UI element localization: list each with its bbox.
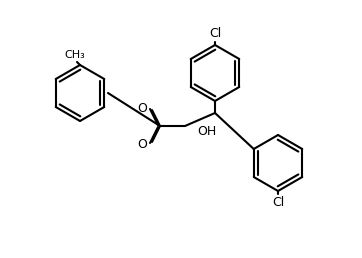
Text: OH: OH	[197, 125, 216, 138]
Text: Cl: Cl	[272, 196, 284, 209]
Text: O: O	[137, 101, 147, 115]
Text: Cl: Cl	[209, 27, 221, 40]
Text: O: O	[137, 138, 147, 150]
Text: CH₃: CH₃	[65, 50, 85, 60]
